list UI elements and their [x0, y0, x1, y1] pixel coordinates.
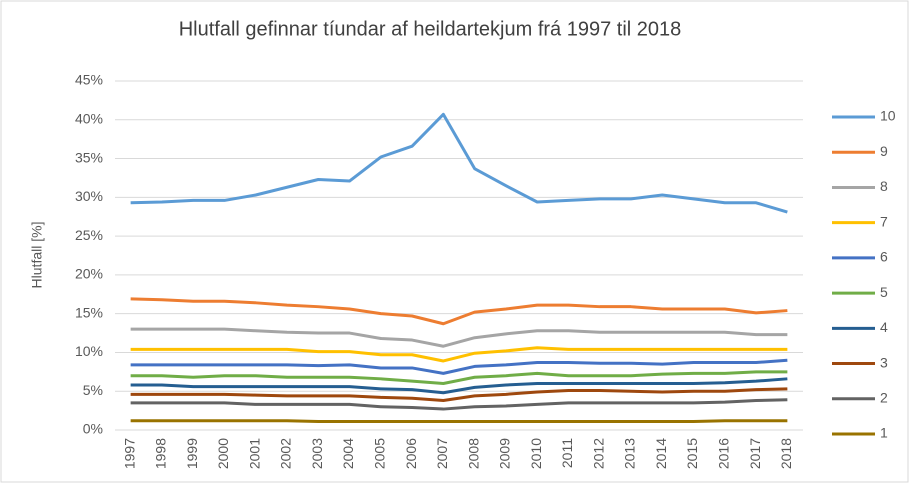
x-tick-label: 1997 — [121, 438, 137, 469]
legend-label: 9 — [880, 143, 888, 159]
x-tick-label: 2006 — [403, 438, 419, 469]
series-line — [130, 398, 788, 411]
x-tick-label: 2009 — [497, 438, 513, 469]
series-line — [130, 327, 788, 348]
x-tick-label: 2016 — [716, 438, 732, 469]
legend-label: 10 — [880, 108, 896, 124]
series-line — [130, 358, 788, 375]
y-tick-label: 30% — [75, 188, 103, 204]
series-line — [130, 370, 788, 385]
series-line — [130, 419, 788, 423]
x-tick-label: 2005 — [372, 438, 388, 469]
series-line — [130, 112, 788, 214]
x-tick-label: 2015 — [684, 438, 700, 469]
x-tick-label: 2001 — [246, 438, 262, 469]
legend-label: 4 — [880, 319, 888, 335]
x-tick-label: 2004 — [340, 438, 356, 469]
y-tick-label: 15% — [75, 304, 103, 320]
series-line — [130, 377, 788, 395]
x-tick-label: 2014 — [653, 438, 669, 469]
y-tick-label: 20% — [75, 266, 103, 282]
legend-label: 8 — [880, 178, 888, 194]
y-tick-label: 35% — [75, 149, 103, 165]
series-line — [130, 297, 788, 326]
series-line — [130, 346, 788, 363]
legend-label: 6 — [880, 249, 888, 265]
legend-label: 5 — [880, 284, 888, 300]
x-tick-label: 2011 — [559, 438, 575, 468]
legend-label: 1 — [880, 425, 888, 441]
x-tick-label: 2003 — [309, 438, 325, 469]
y-tick-label: 40% — [75, 110, 103, 126]
x-tick-label: 2000 — [215, 438, 231, 469]
x-tick-label: 2013 — [622, 438, 638, 469]
y-axis-label: Hlutfall [%] — [29, 222, 45, 289]
y-tick-label: 10% — [75, 343, 103, 359]
x-tick-label: 2008 — [465, 438, 481, 469]
x-tick-label: 2002 — [278, 438, 294, 469]
x-tick-label: 1999 — [184, 438, 200, 469]
x-tick-label: 2010 — [528, 438, 544, 469]
x-tick-label: 2007 — [434, 438, 450, 469]
x-tick-label: 1998 — [153, 438, 169, 469]
x-tick-label: 2012 — [590, 438, 606, 469]
legend-label: 3 — [880, 354, 888, 370]
legend-label: 7 — [880, 213, 888, 229]
x-tick-label: 2017 — [747, 438, 763, 469]
y-tick-label: 45% — [75, 72, 103, 88]
x-tick-label: 2018 — [778, 438, 794, 469]
y-tick-label: 0% — [83, 421, 103, 437]
y-tick-label: 5% — [83, 382, 103, 398]
chart-title: Hlutfall gefinnar tíundar af heildartekj… — [179, 18, 682, 40]
legend-label: 2 — [880, 389, 888, 405]
y-tick-label: 25% — [75, 227, 103, 243]
series-line — [130, 387, 788, 403]
